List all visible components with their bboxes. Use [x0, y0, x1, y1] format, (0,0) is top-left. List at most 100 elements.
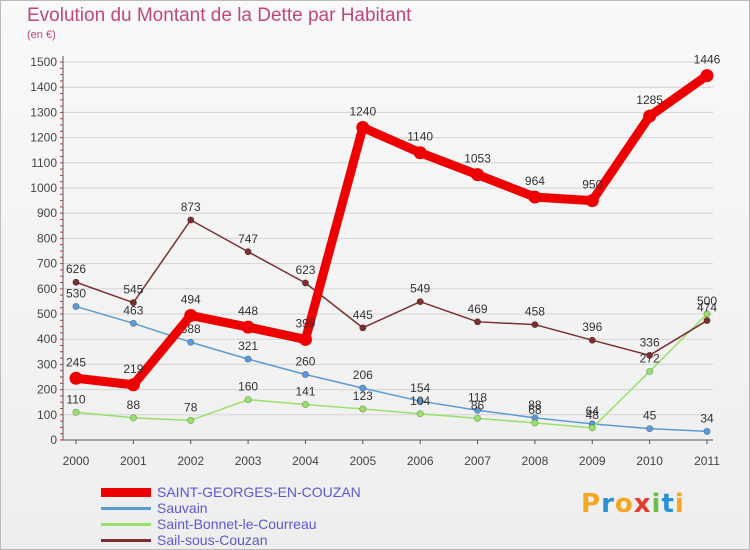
- data-point-saint-georges-en-couzan: [471, 168, 485, 182]
- data-point-sail-sous-couzan: [474, 318, 482, 326]
- data-point-sail-sous-couzan: [301, 279, 309, 287]
- data-label-saint-georges-en-couzan: 964: [525, 174, 545, 188]
- y-tick-label-200: 200: [37, 383, 57, 397]
- data-label-saint-georges-en-couzan: 1446: [694, 53, 721, 67]
- y-tick-label-700: 700: [37, 257, 57, 271]
- data-label-sail-sous-couzan: 445: [353, 308, 373, 322]
- data-point-sail-sous-couzan: [531, 321, 539, 329]
- data-label-sauvain: 118: [468, 390, 487, 404]
- chart-subtitle: (en €): [27, 29, 56, 41]
- y-tick-label-0: 0: [50, 433, 57, 447]
- data-point-sail-sous-couzan: [703, 317, 711, 325]
- data-point-sail-sous-couzan: [416, 298, 424, 306]
- x-tick-label-2007: 2007: [464, 454, 491, 468]
- logo-letter: r: [601, 489, 615, 519]
- data-label-sauvain: 45: [643, 409, 657, 423]
- data-label-sail-sous-couzan: 626: [66, 262, 86, 276]
- data-label-saint-bonnet-le-courreau: 48: [586, 408, 600, 422]
- x-tick-label-2011: 2011: [694, 454, 720, 468]
- legend-label: SAINT-GEORGES-EN-COUZAN: [157, 484, 361, 500]
- data-label-saint-bonnet-le-courreau: 88: [127, 398, 141, 412]
- data-label-sail-sous-couzan: 396: [582, 320, 602, 334]
- data-label-saint-bonnet-le-courreau: 104: [410, 394, 430, 408]
- logo-letter: i: [651, 489, 662, 519]
- logo-letter: t: [661, 489, 675, 519]
- data-point-saint-georges-en-couzan: [700, 69, 714, 83]
- data-label-sail-sous-couzan: 747: [238, 232, 258, 246]
- data-label-sail-sous-couzan: 336: [640, 335, 660, 349]
- logo-letter: P: [581, 489, 602, 519]
- data-point-sail-sous-couzan: [129, 299, 137, 307]
- series-line-saint-bonnet-le-courreau: [75, 313, 708, 429]
- data-point-saint-georges-en-couzan: [69, 371, 83, 385]
- legend-swatch: [101, 523, 151, 526]
- logo-letter: i: [674, 489, 685, 519]
- data-label-saint-bonnet-le-courreau: 86: [471, 398, 485, 412]
- data-label-sauvain: 88: [528, 398, 542, 412]
- legend-label: Sail-sous-Couzan: [157, 532, 268, 548]
- chart-title: Evolution du Montant de la Dette par Hab…: [27, 5, 412, 26]
- data-label-saint-georges-en-couzan: 1053: [464, 152, 491, 166]
- data-label-saint-bonnet-le-courreau: 160: [238, 380, 258, 394]
- data-point-saint-bonnet-le-courreau: [301, 400, 309, 408]
- series-line-saint-georges-en-couzan: [71, 71, 712, 390]
- data-label-sauvain: 463: [123, 303, 143, 317]
- data-point-saint-georges-en-couzan: [585, 194, 599, 208]
- data-point-saint-bonnet-le-courreau: [72, 408, 80, 416]
- data-label-sauvain: 206: [353, 368, 373, 382]
- data-point-saint-georges-en-couzan: [184, 309, 198, 323]
- data-point-saint-georges-en-couzan: [241, 320, 255, 334]
- data-point-sail-sous-couzan: [588, 336, 596, 344]
- data-point-sail-sous-couzan: [244, 248, 252, 256]
- data-point-saint-georges-en-couzan: [528, 190, 542, 204]
- data-label-saint-georges-en-couzan: 1240: [349, 105, 376, 119]
- y-tick-label-1200: 1200: [30, 131, 57, 145]
- data-point-saint-bonnet-le-courreau: [588, 424, 596, 432]
- y-tick-label-400: 400: [37, 332, 57, 346]
- data-label-sail-sous-couzan: 458: [525, 305, 545, 319]
- x-tick-label-2006: 2006: [407, 454, 434, 468]
- data-point-sauvain: [187, 338, 195, 346]
- x-tick-label-2002: 2002: [177, 454, 204, 468]
- data-point-saint-georges-en-couzan: [356, 121, 370, 135]
- y-tick-label-1300: 1300: [30, 105, 57, 119]
- data-label-sail-sous-couzan: 474: [697, 301, 717, 315]
- legend-swatch: [101, 507, 151, 510]
- data-label-saint-bonnet-le-courreau: 500: [697, 294, 717, 308]
- y-tick-label-1400: 1400: [30, 80, 57, 94]
- y-tick-label-1000: 1000: [30, 181, 57, 195]
- x-tick-label-2004: 2004: [292, 454, 319, 468]
- data-point-sail-sous-couzan: [187, 216, 195, 224]
- data-label-saint-georges-en-couzan: 219: [123, 362, 143, 376]
- data-label-saint-georges-en-couzan: 1285: [636, 93, 663, 107]
- data-point-saint-bonnet-le-courreau: [646, 367, 654, 375]
- series-line-sail-sous-couzan: [75, 219, 708, 357]
- legend-swatch: [101, 488, 151, 497]
- data-label-saint-georges-en-couzan: 950: [582, 178, 602, 192]
- proxiti-logo: Proxiti: [581, 489, 685, 519]
- data-label-sauvain: 530: [66, 286, 86, 300]
- data-point-sauvain: [72, 302, 80, 310]
- y-tick-label-300: 300: [37, 357, 57, 371]
- data-point-saint-georges-en-couzan: [298, 332, 312, 346]
- x-tick-label-2001: 2001: [120, 454, 147, 468]
- data-point-sauvain: [474, 406, 482, 414]
- data-label-sail-sous-couzan: 623: [295, 263, 315, 277]
- data-point-sauvain: [244, 355, 252, 363]
- y-tick-label-800: 800: [37, 231, 57, 245]
- y-tick-label-1100: 1100: [31, 156, 57, 170]
- legend-label: Sauvain: [157, 500, 208, 516]
- data-point-sauvain: [301, 370, 309, 378]
- x-tick-label-2000: 2000: [63, 454, 90, 468]
- y-tick-label-1500: 1500: [30, 55, 57, 69]
- x-tick-label-2009: 2009: [579, 454, 606, 468]
- data-label-saint-bonnet-le-courreau: 78: [184, 400, 198, 414]
- data-point-saint-bonnet-le-courreau: [474, 414, 482, 422]
- data-point-saint-bonnet-le-courreau: [244, 396, 252, 404]
- y-tick-label-500: 500: [37, 307, 57, 321]
- data-point-sauvain: [416, 397, 424, 405]
- data-point-sail-sous-couzan: [359, 324, 367, 332]
- data-label-saint-georges-en-couzan: 245: [66, 355, 86, 369]
- data-label-sauvain: 64: [586, 404, 600, 418]
- data-point-sauvain: [646, 425, 654, 433]
